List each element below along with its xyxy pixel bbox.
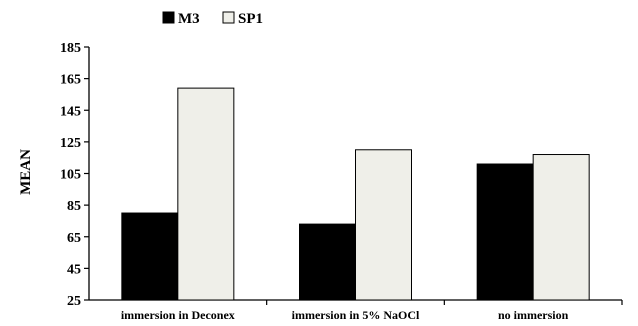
y-tick-label: 45 [67, 262, 81, 277]
legend-label-m3: M3 [178, 11, 200, 27]
y-tick-label: 105 [60, 168, 81, 183]
bar-m3-1 [299, 223, 356, 301]
y-tick-label: 185 [60, 41, 81, 56]
y-tick-label: 145 [60, 104, 81, 119]
bar-m3-0 [121, 212, 179, 301]
x-tick-label: immersion in 5% NaOCl [292, 308, 420, 322]
y-tick-label: 85 [67, 199, 81, 214]
legend-swatch-m3 [162, 11, 175, 24]
legend-label-sp1: SP1 [238, 11, 263, 27]
x-tick-label: immersion in Deconex [121, 308, 235, 322]
y-ticks: 25 45 65 85 105 125 145 165 185 [60, 41, 89, 309]
legend-swatch-sp1 [222, 11, 235, 24]
x-ticks: immersion in Deconex immersion in 5% NaOC… [121, 300, 623, 322]
bar-m3-2 [476, 163, 534, 301]
bar-sp1-2 [532, 154, 590, 301]
bar-sp1-0 [177, 87, 235, 301]
y-tick-label: 165 [60, 73, 81, 88]
x-tick-label: no immersion [498, 308, 569, 322]
y-axis-label: MEAN [18, 149, 34, 195]
y-tick-label: 65 [67, 231, 81, 246]
bar-sp1-1 [355, 149, 412, 301]
legend: M3 SP1 [162, 11, 263, 27]
y-tick-label: 25 [67, 294, 81, 309]
bars [121, 87, 590, 301]
y-tick-label: 125 [60, 136, 81, 151]
